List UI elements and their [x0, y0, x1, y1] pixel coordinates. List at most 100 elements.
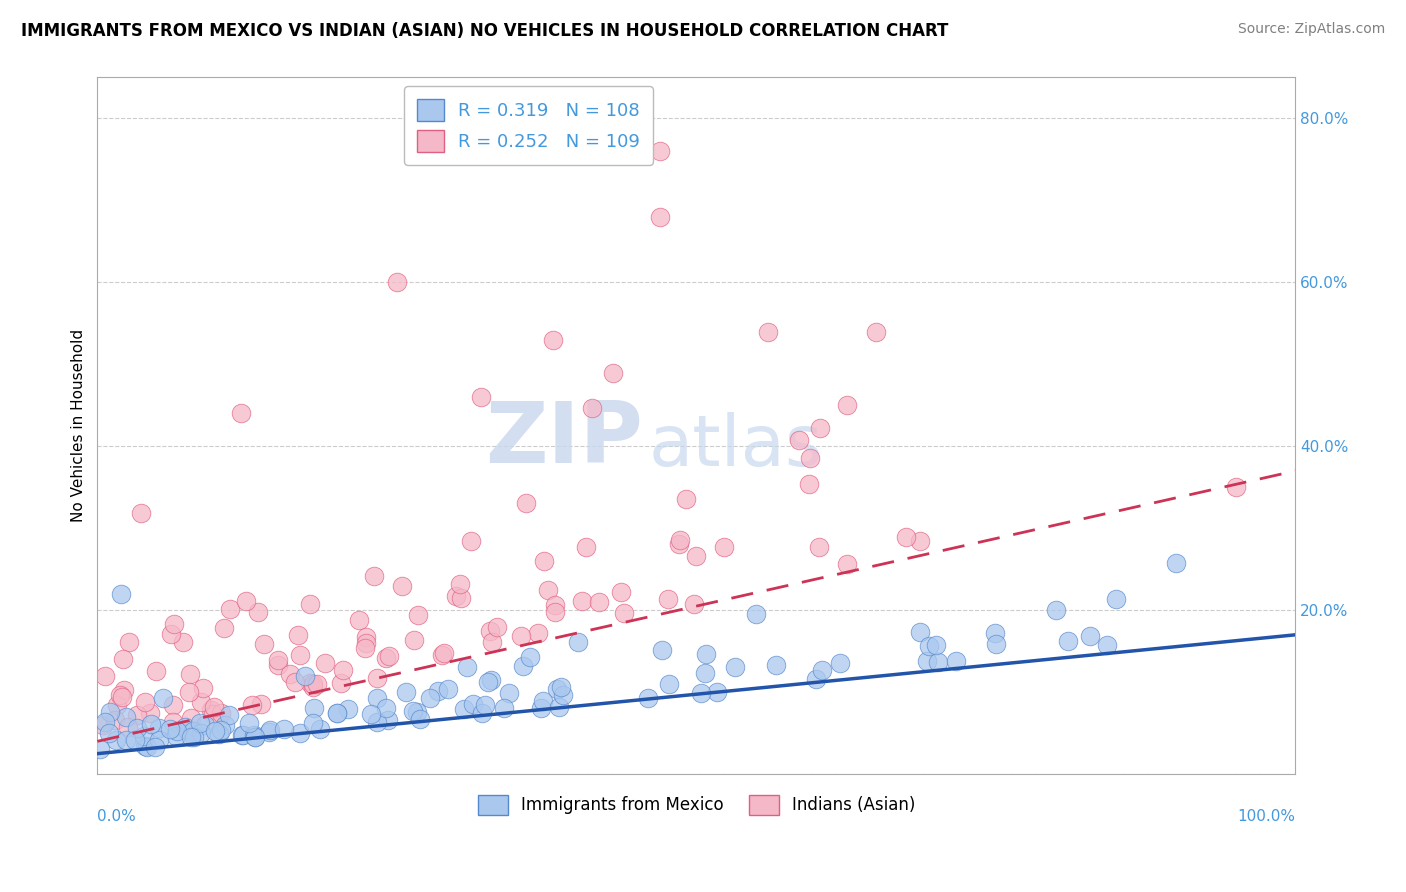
Point	[533, 554, 555, 568]
Point	[366, 671, 388, 685]
Point	[1057, 634, 1080, 648]
Point	[246, 605, 269, 619]
Point	[610, 584, 633, 599]
Point	[288, 648, 311, 663]
Point	[402, 704, 425, 718]
Point	[112, 682, 135, 697]
Point	[581, 401, 603, 416]
Point	[544, 598, 567, 612]
Point	[575, 541, 598, 555]
Point	[530, 701, 553, 715]
Point	[148, 732, 170, 747]
Text: ZIP: ZIP	[485, 398, 643, 481]
Point	[105, 732, 128, 747]
Point	[896, 530, 918, 544]
Point	[162, 698, 184, 713]
Point	[433, 646, 456, 660]
Point	[690, 686, 713, 700]
Point	[329, 676, 352, 690]
Point	[180, 730, 202, 744]
Point	[200, 703, 222, 717]
Point	[356, 631, 378, 645]
Point	[547, 700, 569, 714]
Point	[984, 626, 1007, 640]
Point	[148, 721, 170, 735]
Point	[789, 433, 811, 447]
Point	[209, 723, 232, 737]
Text: IMMIGRANTS FROM MEXICO VS INDIAN (ASIAN) NO VEHICLES IN HOUSEHOLD CORRELATION CH: IMMIGRANTS FROM MEXICO VS INDIAN (ASIAN)…	[21, 22, 949, 40]
Point	[544, 605, 567, 619]
Point	[927, 655, 949, 669]
Point	[250, 698, 273, 712]
Point	[337, 702, 360, 716]
Point	[437, 681, 460, 696]
Point	[288, 725, 311, 739]
Point	[409, 712, 432, 726]
Point	[301, 680, 323, 694]
Point	[314, 656, 336, 670]
Point	[287, 628, 309, 642]
Point	[141, 717, 163, 731]
Point	[219, 601, 242, 615]
Point	[551, 688, 574, 702]
Point	[450, 591, 472, 606]
Point	[94, 669, 117, 683]
Point	[242, 698, 264, 712]
Point	[765, 658, 787, 673]
Point	[366, 714, 388, 729]
Point	[136, 740, 159, 755]
Point	[127, 721, 149, 735]
Point	[132, 729, 155, 743]
Point	[98, 705, 121, 719]
Point	[453, 702, 475, 716]
Point	[257, 725, 280, 739]
Point	[347, 613, 370, 627]
Point	[541, 333, 564, 347]
Point	[602, 366, 624, 380]
Point	[117, 720, 139, 734]
Point	[159, 722, 181, 736]
Point	[837, 398, 859, 412]
Point	[326, 706, 349, 721]
Point	[427, 683, 450, 698]
Point	[302, 716, 325, 731]
Point	[658, 677, 681, 691]
Point	[444, 589, 467, 603]
Point	[588, 595, 610, 609]
Point	[945, 654, 967, 668]
Point	[1105, 591, 1128, 606]
Point	[112, 651, 135, 665]
Point	[918, 639, 941, 653]
Point	[515, 496, 537, 510]
Point	[284, 674, 307, 689]
Point	[267, 653, 290, 667]
Point	[910, 534, 932, 549]
Point	[190, 695, 212, 709]
Point	[430, 648, 453, 662]
Point	[238, 715, 260, 730]
Point	[180, 711, 202, 725]
Point	[745, 607, 768, 621]
Point	[162, 715, 184, 730]
Point	[512, 659, 534, 673]
Point	[391, 579, 413, 593]
Point	[110, 688, 132, 702]
Point	[193, 681, 215, 695]
Point	[1095, 638, 1118, 652]
Point	[650, 210, 672, 224]
Point	[463, 698, 485, 712]
Point	[91, 718, 114, 732]
Point	[177, 684, 200, 698]
Point	[176, 723, 198, 737]
Point	[302, 677, 325, 691]
Point	[103, 713, 125, 727]
Point	[129, 506, 152, 520]
Point	[152, 691, 174, 706]
Point	[190, 725, 212, 739]
Point	[309, 722, 332, 736]
Point	[830, 657, 852, 671]
Point	[139, 706, 162, 720]
Text: atlas: atlas	[648, 412, 823, 481]
Point	[111, 690, 134, 704]
Point	[110, 587, 132, 601]
